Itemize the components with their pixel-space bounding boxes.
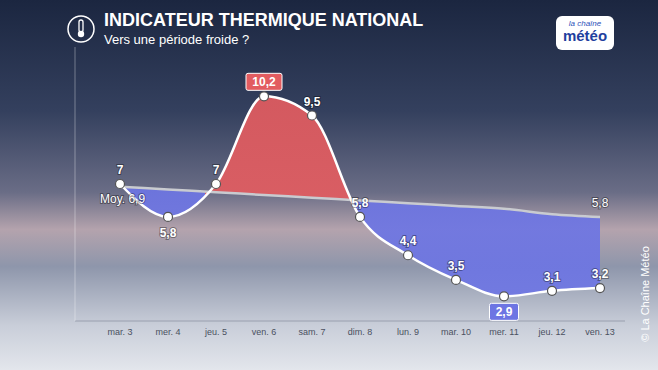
html-text:la chaîne: la chaîne <box>568 19 602 28</box>
svg-text:3,5: 3,5 <box>448 259 465 273</box>
svg-text:10,2: 10,2 <box>252 75 276 89</box>
svg-text:mar. 3: mar. 3 <box>107 327 132 337</box>
svg-text:mer. 11: mer. 11 <box>489 327 518 337</box>
svg-text:sam. 7: sam. 7 <box>298 327 325 337</box>
svg-text:jeu. 5: jeu. 5 <box>204 327 227 337</box>
svg-text:5,8: 5,8 <box>352 196 369 210</box>
svg-text:ven. 6: ven. 6 <box>252 327 277 337</box>
svg-text:2,9: 2,9 <box>496 305 513 319</box>
svg-text:4,4: 4,4 <box>400 234 417 248</box>
html-text:INDICATEUR THERMIQUE NATIONAL: INDICATEUR THERMIQUE NATIONAL <box>104 10 424 30</box>
html-text:météo: météo <box>562 27 608 44</box>
svg-text:5,8: 5,8 <box>160 226 177 240</box>
svg-text:mer. 4: mer. 4 <box>155 327 180 337</box>
svg-text:jeu. 12: jeu. 12 <box>537 327 565 337</box>
svg-text:Moy. 6,9: Moy. 6,9 <box>100 192 145 206</box>
svg-text:7: 7 <box>213 163 220 177</box>
svg-text:lun. 9: lun. 9 <box>397 327 419 337</box>
svg-text:9,5: 9,5 <box>304 95 321 109</box>
svg-text:5,8: 5,8 <box>592 196 609 210</box>
svg-text:mar. 10: mar. 10 <box>441 327 471 337</box>
svg-text:7: 7 <box>117 163 124 177</box>
svg-text:ven. 13: ven. 13 <box>585 327 615 337</box>
html-text:Vers une période froide ?: Vers une période froide ? <box>104 32 250 47</box>
html-text:© La Chaîne Météo: © La Chaîne Météo <box>639 246 651 342</box>
svg-text:3,1: 3,1 <box>544 270 561 284</box>
svg-text:3,2: 3,2 <box>592 267 609 281</box>
svg-text:dim. 8: dim. 8 <box>348 327 373 337</box>
